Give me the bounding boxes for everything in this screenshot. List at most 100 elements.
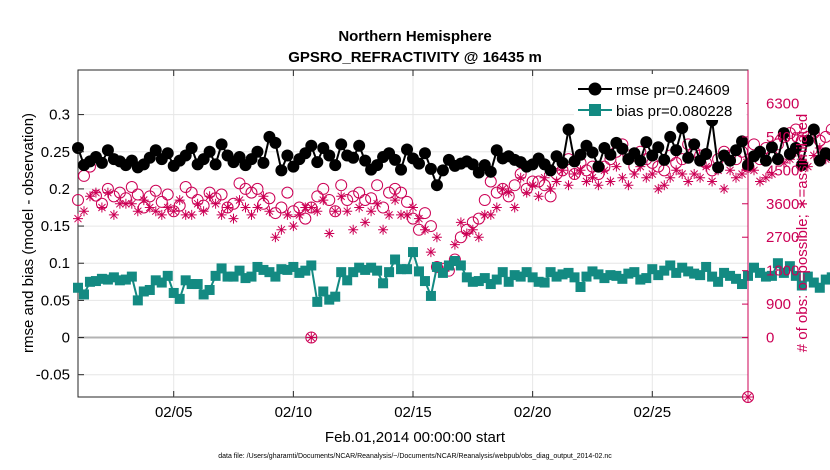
bias-point: [641, 273, 652, 284]
bias-point: [186, 279, 197, 290]
obs-assimilated-point: [461, 228, 472, 239]
bias-point: [569, 272, 580, 283]
bias-point: [336, 267, 347, 278]
bias-point: [73, 282, 83, 293]
obs-assimilated-point: [162, 202, 173, 213]
rmse-point: [430, 179, 443, 192]
obs-assimilated-point: [414, 213, 424, 224]
bias-point: [497, 267, 508, 278]
bias-point: [354, 262, 365, 273]
obs-possible-point: [245, 186, 258, 199]
x-axis-label: Feb.01,2014 00:00:00 start: [325, 429, 506, 446]
obs-possible-point: [299, 212, 312, 225]
rmse-point: [658, 153, 671, 166]
y-right-tick-label: 6300: [766, 95, 799, 112]
bias-point: [737, 279, 748, 290]
rmse-point: [771, 153, 784, 166]
obs-assimilated-point: [521, 187, 532, 198]
bias-series: [73, 247, 830, 307]
obs-assimilated-point: [420, 224, 430, 235]
obs-assimilated-point: [545, 183, 556, 194]
bias-point: [748, 262, 759, 273]
obs-assimilated-point: [366, 206, 377, 217]
rmse-point: [329, 159, 342, 172]
bias-point: [599, 273, 610, 284]
obs-assimilated-point: [354, 202, 365, 213]
bias-point: [539, 277, 550, 288]
bias-point: [126, 271, 137, 282]
obs-assimilated-point: [204, 191, 215, 202]
obs-assimilated-point: [539, 172, 550, 183]
rmse-point: [676, 121, 689, 134]
bias-point: [647, 264, 658, 275]
obs-assimilated-point: [228, 213, 239, 224]
bias-point: [198, 289, 209, 300]
bias-point: [808, 277, 819, 288]
rmse-point: [436, 164, 449, 177]
obs-assimilated-point: [372, 198, 383, 209]
obs-possible-point: [251, 182, 264, 195]
y-tick-label: 0.1: [49, 255, 70, 272]
y-tick-label: 0.05: [41, 292, 70, 309]
bias-point: [575, 282, 586, 293]
obs-assimilated-point: [258, 191, 269, 202]
bias-point: [443, 260, 454, 271]
rmse-point: [640, 136, 653, 149]
obs-assimilated-point: [719, 183, 730, 194]
obs-assimilated-point: [348, 224, 359, 235]
obs-assimilated-point: [360, 217, 371, 228]
bias-point: [144, 284, 155, 295]
bias-point: [132, 295, 143, 306]
obs-assimilated-point: [79, 206, 89, 217]
bias-point: [629, 267, 640, 278]
rmse-point: [688, 138, 701, 151]
obs-assimilated-point: [168, 206, 179, 217]
bias-point: [222, 271, 233, 282]
obs-assimilated-point: [497, 183, 508, 194]
rmse-point: [353, 139, 366, 152]
obs-assimilated-point: [755, 176, 765, 187]
rmse-point: [544, 164, 557, 177]
obs-assimilated-point: [264, 206, 275, 217]
rmse-point: [185, 142, 198, 155]
obs-assimilated-point: [85, 191, 95, 202]
obs-assimilated-point: [491, 202, 502, 213]
bias-point: [366, 262, 377, 273]
obs-possible-point: [155, 195, 168, 208]
bias-point: [270, 271, 281, 282]
obs-assimilated-point: [731, 172, 741, 183]
obs-possible-point: [185, 186, 198, 199]
rmse-point: [251, 145, 264, 158]
bias-point: [695, 270, 706, 281]
obs-assimilated-point: [766, 169, 777, 179]
rmse-point: [825, 149, 830, 162]
x-tick-label: 02/20: [514, 404, 552, 421]
obs-assimilated-point: [557, 165, 568, 176]
obs-assimilated-point: [234, 195, 245, 206]
bias-point: [611, 270, 622, 281]
bias-point: [114, 275, 125, 286]
bias-point: [108, 272, 119, 283]
y-tick-label: 0.15: [41, 218, 70, 235]
rmse-point: [604, 148, 617, 161]
bias-point: [96, 273, 107, 284]
obs-assimilated-point: [629, 169, 640, 179]
obs-assimilated-point: [138, 195, 149, 206]
bias-point: [282, 264, 293, 275]
obs-assimilated-point: [701, 161, 712, 172]
obs-possible-point: [275, 201, 288, 214]
obs-assimilated-point: [683, 176, 694, 187]
y-right-tick-label: 1800: [766, 263, 799, 280]
bias-point: [461, 272, 472, 283]
bias-point: [288, 261, 299, 272]
obs-possible-point: [221, 201, 234, 214]
obs-assimilated-point: [575, 165, 586, 176]
rmse-point: [556, 156, 569, 169]
bias-point: [689, 268, 700, 279]
obs-assimilated-point: [240, 202, 251, 213]
obs-assimilated-point: [270, 232, 281, 243]
obs-assimilated-point: [587, 172, 598, 183]
obs-assimilated-point: [150, 206, 161, 217]
obs-assimilated-point: [180, 209, 191, 220]
obs-possible-point: [825, 123, 830, 136]
